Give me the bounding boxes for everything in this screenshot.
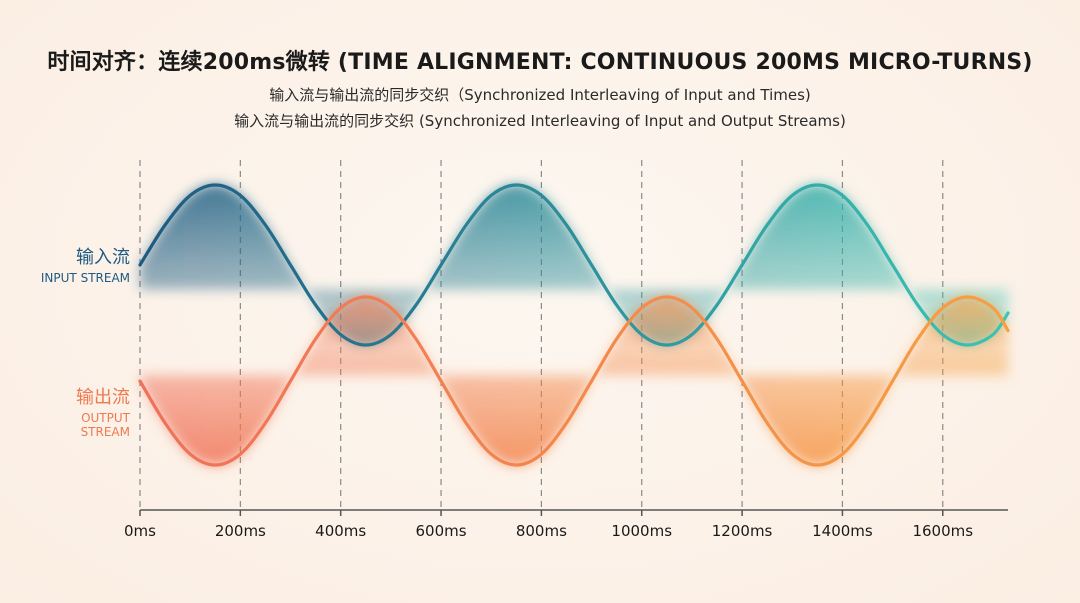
- chart-title: 时间对齐：连续200ms微转 (TIME ALIGNMENT: CONTINUO…: [47, 50, 1033, 75]
- input-stream-label-en: INPUT STREAM: [40, 271, 130, 285]
- x-tick-label-0: 0ms: [124, 522, 156, 540]
- output-stream-label: 输出流 OUTPUT STREAM: [30, 383, 130, 439]
- output-stream-label-zh: 输出流: [76, 387, 130, 408]
- output-stream-area: [140, 297, 1008, 465]
- x-tick-label-3: 600ms: [416, 522, 467, 540]
- x-tick-label-8: 1600ms: [912, 522, 973, 540]
- stream-lines: [138, 183, 1010, 467]
- x-tick-label-5: 1000ms: [611, 522, 672, 540]
- x-axis: 0ms 200ms 400ms 600ms 800ms 1000ms 1200ms 1400m…: [124, 509, 1008, 540]
- input-stream-label-zh: 输入流: [76, 247, 130, 268]
- x-tick-label-6: 1200ms: [712, 522, 773, 540]
- input-stream-line: [138, 183, 1010, 347]
- input-stream-label: 输入流 INPUT STREAM: [30, 243, 130, 285]
- x-tick-label-1: 200ms: [215, 522, 266, 540]
- input-stream-area: [140, 185, 1008, 345]
- x-tick-label-4: 800ms: [516, 522, 567, 540]
- stream-fills: [140, 185, 1008, 465]
- output-stream-line: [138, 295, 1010, 467]
- x-tick-label-7: 1400ms: [812, 522, 873, 540]
- chart-subtitle-1: 输入流与输出流的同步交织（Synchronized Interleaving o…: [269, 86, 811, 104]
- x-tick-label-2: 400ms: [315, 522, 366, 540]
- output-stream-label-en: OUTPUT STREAM: [80, 411, 130, 439]
- chart-subtitle-2: 输入流与输出流的同步交织 (Synchronized Interleaving …: [234, 112, 846, 130]
